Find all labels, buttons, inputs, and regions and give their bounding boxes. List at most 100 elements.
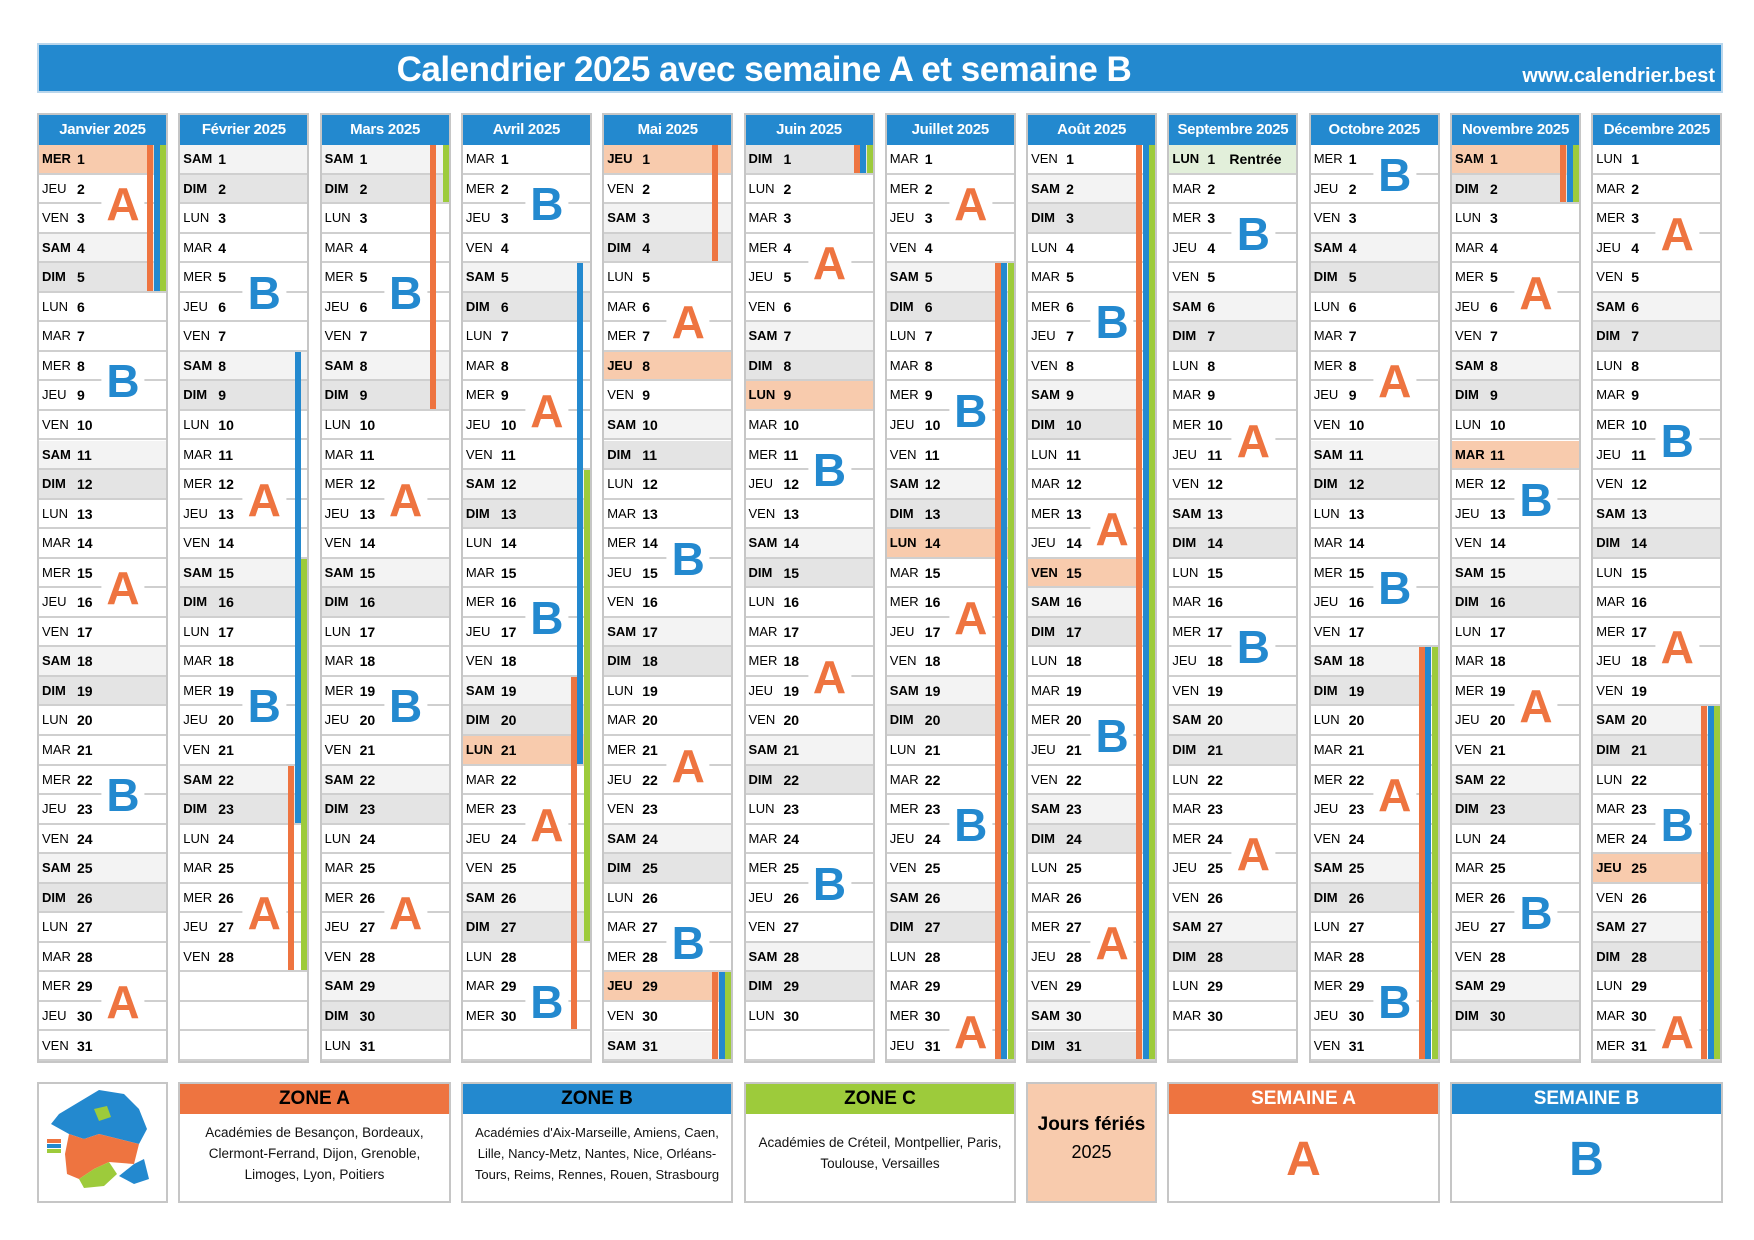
weekday-label: LUN <box>1172 151 1200 166</box>
week-letter-a: A <box>807 654 852 700</box>
day-row: LUN 12 <box>604 470 732 500</box>
day-row: VEN 30 <box>604 1002 732 1032</box>
day-number: 15 <box>359 564 376 581</box>
day-number: 5 <box>1207 269 1216 286</box>
weekday-label: MAR <box>465 564 495 580</box>
day-row: DIM 16 <box>1452 588 1579 618</box>
day-number: 4 <box>1490 239 1498 256</box>
day-row: LUN 5 <box>604 263 732 293</box>
day-number: 27 <box>1207 919 1223 936</box>
week-letter-b: B <box>807 861 852 907</box>
day-row: MAR 11 <box>321 441 449 471</box>
day-number: 22 <box>924 771 941 788</box>
day-number: 18 <box>783 653 800 670</box>
day-row: LUN 3 <box>180 204 308 234</box>
day-row: VEN 4 <box>886 234 1014 264</box>
week-letter-a: A <box>383 890 428 936</box>
week-letter-b: B <box>1655 418 1699 464</box>
day-row: JEU 4 <box>1593 234 1721 264</box>
weekday-label: MAR <box>324 860 354 876</box>
day-row: VEN 7 <box>180 322 308 352</box>
vacation-bar-zone-a <box>712 145 719 262</box>
weekday-label: JEU <box>1455 298 1480 314</box>
weekday-label: DIM <box>607 860 632 876</box>
day-row: DIM 16 <box>180 588 308 618</box>
day-number: 25 <box>783 860 800 877</box>
weekday-label: DIM <box>324 387 349 403</box>
day-row: SAM 15 <box>180 558 308 589</box>
weekday-label: MER <box>324 889 354 905</box>
day-row: VEN 16 <box>604 588 732 618</box>
day-row: LUN 7 <box>462 322 590 352</box>
day-number: 24 <box>1490 830 1506 847</box>
day-row: SAM 17 <box>604 617 732 648</box>
weekday-label: LUN <box>1031 446 1058 462</box>
day-number: 7 <box>924 328 933 345</box>
week-letter-b: B <box>525 181 569 227</box>
day-number: 16 <box>359 594 376 611</box>
day-row: SAM 3 <box>604 204 732 234</box>
weekday-label: DIM <box>748 151 773 166</box>
day-number: 7 <box>1348 328 1357 345</box>
day-row: MAR 7 <box>1310 322 1438 352</box>
weekday-label: JEU <box>183 919 208 935</box>
weekday-label: LUN <box>324 210 351 226</box>
day-row: MAR 28 <box>39 943 166 973</box>
week-letter-b: B <box>383 683 428 729</box>
day-row: LUN 2 <box>745 175 873 205</box>
weekday-label: SAM <box>324 771 354 787</box>
day-number: 27 <box>77 919 93 936</box>
day-row: SAM 26 <box>886 883 1014 914</box>
day-row: MER 24 <box>1593 825 1721 855</box>
weekday-label: JEU <box>1596 239 1621 255</box>
weekday-label: VEN <box>1313 1037 1341 1053</box>
week-letter-a: A <box>949 181 993 227</box>
day-number: 17 <box>642 623 658 640</box>
weekday-label: JEU <box>748 476 774 492</box>
day-number: 13 <box>1066 505 1082 522</box>
day-row: DIM 7 <box>1593 322 1721 352</box>
weekday-label: DIM <box>1313 269 1338 285</box>
weekday-label: DIM <box>889 712 914 728</box>
weekday-label: DIM <box>42 682 66 698</box>
day-row: JEU 20 <box>321 706 449 736</box>
day-number: 21 <box>1490 742 1506 758</box>
day-number: 5 <box>1631 269 1640 286</box>
day-number: 11 <box>359 446 375 463</box>
weekday-label: DIM <box>1455 1007 1479 1023</box>
weekday-label: LUN <box>324 1037 351 1053</box>
day-row: JEU 24 <box>462 825 590 855</box>
day-number: 29 <box>1066 978 1082 995</box>
weekday-label: DIM <box>42 476 66 492</box>
day-number: 8 <box>1066 357 1074 374</box>
weekday-label: MAR <box>465 771 495 787</box>
day-row: DIM 5 <box>1310 263 1438 293</box>
day-number: 4 <box>500 239 509 256</box>
month-days: SAM 1 DIM 2 LUN 3 MAR 4 MER 5 JEU 6 VEN 7 SAM 8 DIM 9 LUN 1… <box>1452 145 1579 1062</box>
day-row: JEU 11 <box>1169 441 1297 471</box>
weekday-label: MAR <box>183 860 213 876</box>
page-title: Calendrier 2025 avec semaine A et semain… <box>396 50 1132 89</box>
weekday-label: LUN <box>607 682 634 698</box>
vacation-bar-zone-c <box>1431 647 1438 1060</box>
day-number: 6 <box>1490 298 1498 315</box>
weekday-label: LUN <box>1596 151 1623 166</box>
day-row: JEU 4 <box>1169 234 1297 264</box>
day-row: MAR 17 <box>745 618 873 648</box>
day-number: 1 <box>1348 151 1357 167</box>
day-number: 3 <box>924 210 933 227</box>
day-number: 7 <box>1066 328 1074 345</box>
week-letter-a: A <box>666 299 710 345</box>
weekday-label: VEN <box>889 860 917 876</box>
weekday-label: VEN <box>183 535 211 551</box>
day-row: MAR 28 <box>1310 943 1438 973</box>
day-number: 28 <box>642 948 658 965</box>
day-number: 25 <box>642 860 658 877</box>
day-number: 11 <box>1631 446 1647 463</box>
weekday-label: VEN <box>889 446 917 462</box>
empty-row <box>180 972 308 1002</box>
day-number: 9 <box>218 387 227 404</box>
day-number: 19 <box>218 682 234 699</box>
day-row: JEU 23 <box>1310 795 1438 825</box>
weekday-label: LUN <box>465 328 492 344</box>
